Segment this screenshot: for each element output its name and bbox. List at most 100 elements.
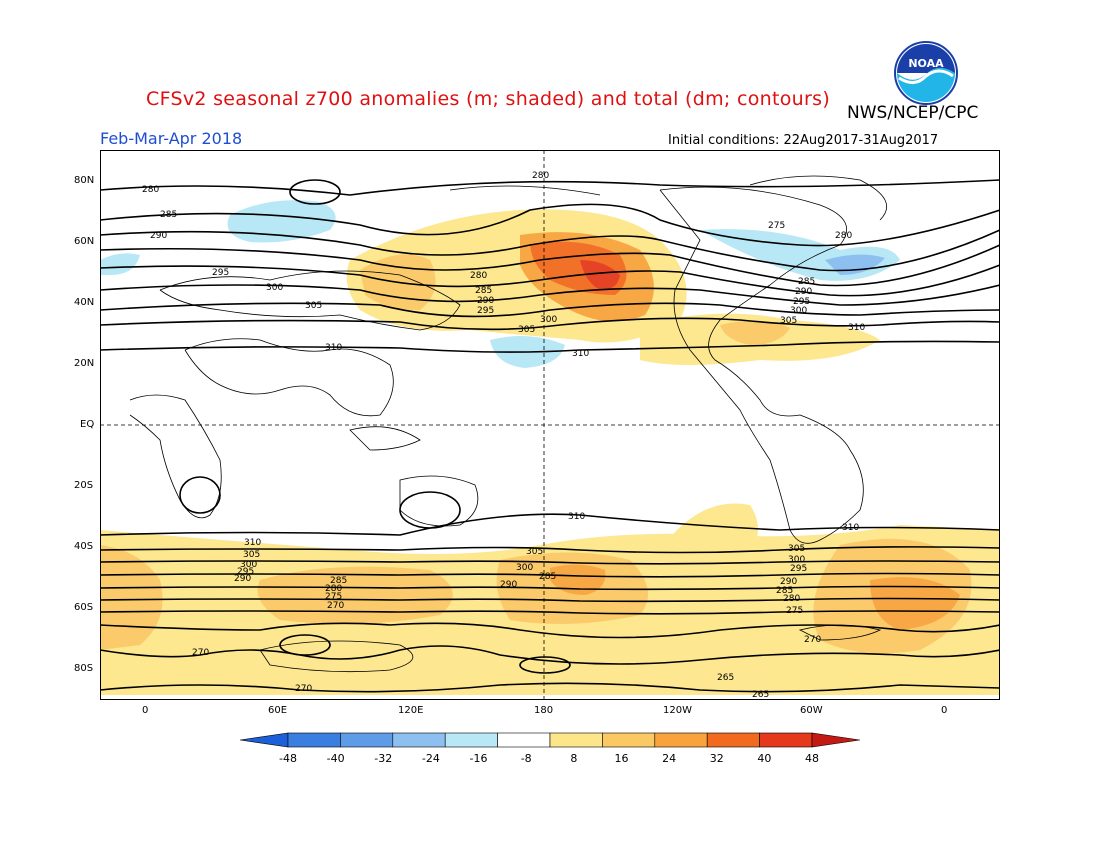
colorbar-cell: [759, 732, 813, 748]
contour-label: 290: [150, 231, 167, 241]
lat-label: 60N: [74, 236, 95, 247]
height-contours: [100, 179, 1000, 693]
colorbar-cell: [497, 732, 551, 748]
contour-label: 310: [325, 343, 342, 353]
lat-label: 20S: [74, 480, 94, 491]
colorbar-cell: [654, 732, 708, 748]
contour-label: 310: [568, 512, 585, 522]
colorbar-cell: [549, 732, 603, 748]
agency-label: NWS/NCEP/CPC: [847, 103, 979, 123]
colorbar-tick-label: -8: [521, 752, 532, 765]
contour-label: 290: [795, 287, 812, 297]
contour-label: 310: [842, 523, 859, 533]
contour-label: 280: [325, 584, 342, 594]
contour-label: 275: [325, 592, 342, 602]
colorbar-tick-label: -32: [374, 752, 392, 765]
colorbar-tick-label: -40: [327, 752, 345, 765]
anomaly-map: 280 285 290 295 300 305 310 280 280 285 …: [100, 150, 1000, 700]
colorbar-tick-label: 48: [805, 752, 819, 765]
contour-label: 295: [793, 297, 810, 307]
colorbar-tick-label: 32: [710, 752, 724, 765]
contour-label: 290: [234, 574, 251, 584]
colorbar-tick-label: -16: [470, 752, 488, 765]
initial-conditions: Initial conditions: 22Aug2017-31Aug2017: [668, 133, 939, 148]
contour-label: 270: [192, 648, 209, 658]
contour-label: 280: [532, 171, 549, 181]
contour-label: 310: [244, 538, 261, 548]
contour-label: 305: [526, 547, 543, 557]
contour-label: 270: [804, 635, 821, 645]
contour-label: 280: [783, 594, 800, 604]
colorbar-arrow-left: [240, 732, 289, 748]
contour-label: 290: [780, 577, 797, 587]
contour-label: 290: [477, 296, 494, 306]
colorbar-cell: [706, 732, 760, 748]
anomaly-shading: [100, 209, 1000, 695]
coastlines: [129, 175, 887, 673]
contour-label: 275: [786, 606, 803, 616]
contour-label: 280: [470, 271, 487, 281]
contour-label: 300: [266, 283, 283, 293]
contour-label: 270: [295, 684, 312, 694]
colorbar-tick-label: -24: [422, 752, 440, 765]
contour-label: 265: [752, 690, 769, 700]
negative-shading: [100, 200, 900, 368]
colorbar-cell: [287, 732, 341, 748]
colorbar: -48 -40 -32 -24 -16 -8 8 16 24 32 40 48: [240, 732, 860, 765]
contour-label: 285: [160, 210, 177, 220]
lat-label: 60S: [74, 602, 94, 613]
map-title: CFSv2 seasonal z700 anomalies (m; shaded…: [146, 88, 831, 110]
contour-label: 305: [243, 550, 260, 560]
noaa-logo: NOAA: [894, 41, 958, 105]
lon-label: 120W: [663, 705, 692, 716]
contour-label: 285: [475, 286, 492, 296]
contour-label: 285: [330, 576, 347, 586]
colorbar-tick-label: 8: [570, 752, 577, 765]
contour-label-group: 280 285 290 295 300 305 310 280 280 285 …: [142, 171, 865, 700]
contour-label: 300: [240, 560, 257, 570]
contour-label: 305: [305, 301, 322, 311]
colorbar-arrow-right: [811, 732, 860, 748]
colorbar-tick-label: 40: [757, 752, 771, 765]
lat-label: 40S: [74, 541, 94, 552]
colorbar-tick-label: 24: [662, 752, 676, 765]
colorbar-tick-label: 16: [614, 752, 628, 765]
colorbar-ticks: -48 -40 -32 -24 -16 -8 8 16 24 32 40 48: [279, 752, 819, 765]
contour-label: 270: [327, 601, 344, 611]
lon-label: 0: [941, 705, 948, 716]
contour-label: 275: [768, 221, 785, 231]
colorbar-tick-label: -48: [279, 752, 297, 765]
contour-label: 295: [477, 306, 494, 316]
contour-label: 285: [798, 277, 815, 287]
colorbar-cells: [287, 732, 813, 748]
lat-label: EQ: [80, 419, 95, 430]
reference-lines: [100, 150, 1000, 700]
contour-label: 285: [539, 572, 556, 582]
contour-label: 310: [572, 349, 589, 359]
contour-label: 310: [848, 323, 865, 333]
lat-label: 20N: [74, 358, 95, 369]
colorbar-cell: [392, 732, 446, 748]
contour-label: 265: [717, 673, 734, 683]
contour-label: 300: [516, 563, 533, 573]
contour-label: 305: [518, 325, 535, 335]
contour-label: 280: [142, 185, 159, 195]
contour-label: 295: [237, 567, 254, 577]
lon-label: 60W: [800, 705, 823, 716]
lon-label: 0: [142, 705, 149, 716]
lat-label: 40N: [74, 297, 95, 308]
contour-label: 300: [540, 315, 557, 325]
contour-label: 300: [788, 555, 805, 565]
contour-label: 280: [835, 231, 852, 241]
lon-label: 180: [534, 705, 554, 716]
forecast-period: Feb-Mar-Apr 2018: [100, 129, 243, 148]
contour-label: 290: [500, 580, 517, 590]
lon-label: 60E: [268, 705, 288, 716]
colorbar-cell: [444, 732, 498, 748]
contour-label: 295: [790, 564, 807, 574]
contour-label: 295: [212, 268, 229, 278]
contour-label: 285: [776, 586, 793, 596]
lat-label: 80S: [74, 663, 94, 674]
colorbar-cell: [602, 732, 656, 748]
colorbar-cell: [340, 732, 394, 748]
